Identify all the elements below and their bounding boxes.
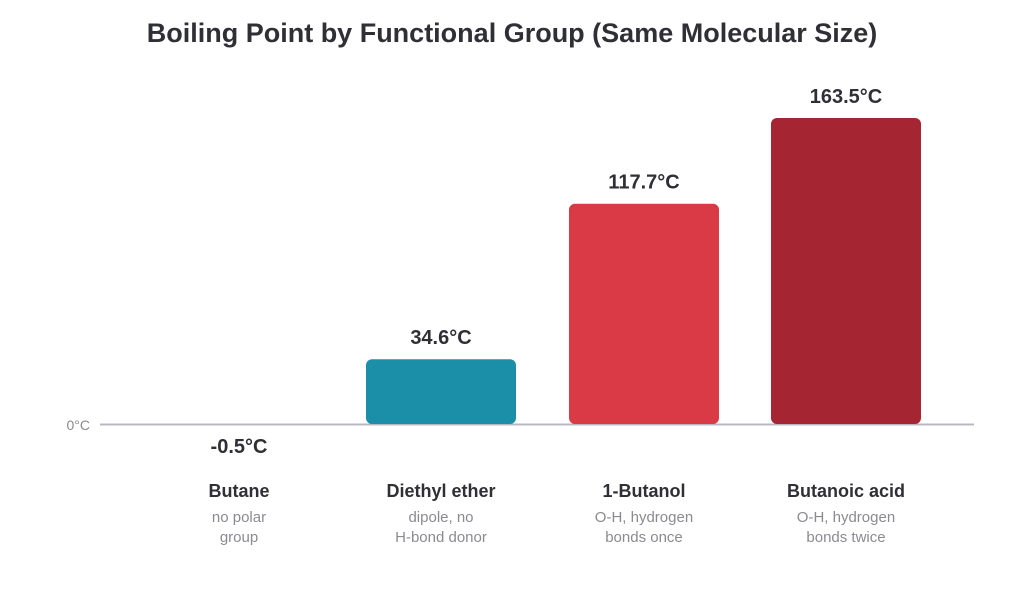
category-label-1-butanol: 1-Butanol <box>603 481 686 501</box>
category-note-butanoic-acid-1: O-H, hydrogen <box>797 509 895 526</box>
category-note-1-butanol-1: O-H, hydrogen <box>595 509 693 526</box>
bar-1-butanol <box>569 203 719 424</box>
bars-layer <box>366 118 921 424</box>
value-label-diethyl-ether: 34.6°C <box>410 327 471 349</box>
category-note-diethyl-ether-1: dipole, no <box>408 509 473 526</box>
category-note-diethyl-ether-2: H-bond donor <box>395 529 487 546</box>
value-label-butane: -0.5°C <box>211 436 268 458</box>
bar-butanoic-acid <box>771 118 921 424</box>
labels-layer: -0.5°C Butane no polar group 34.6°C Diethyl e… <box>208 86 905 546</box>
category-note-butane-2: group <box>220 529 258 546</box>
category-note-1-butanol-2: bonds once <box>605 529 683 546</box>
value-label-butanoic-acid: 163.5°C <box>810 86 883 108</box>
category-label-butane: Butane <box>208 481 269 501</box>
bar-diethyl-ether <box>366 359 516 424</box>
chart-title: Boiling Point by Functional Group (Same … <box>147 18 878 48</box>
category-label-diethyl-ether: Diethyl ether <box>386 481 495 501</box>
category-note-butane-1: no polar <box>212 509 266 526</box>
category-note-butanoic-acid-2: bonds twice <box>806 529 885 546</box>
category-label-butanoic-acid: Butanoic acid <box>787 481 905 501</box>
value-label-1-butanol: 117.7°C <box>608 172 679 194</box>
baseline-tick-label: 0°C <box>67 417 91 433</box>
